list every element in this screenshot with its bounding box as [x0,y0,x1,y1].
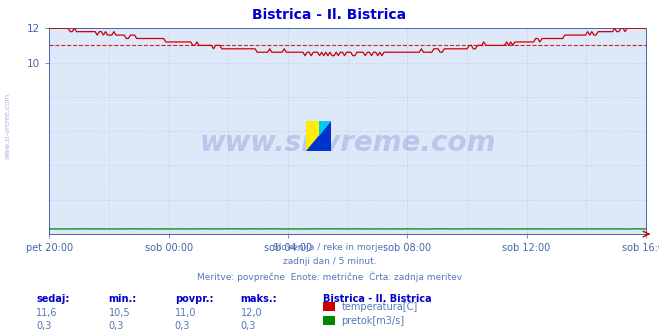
Text: maks.:: maks.: [241,294,277,304]
Text: min.:: min.: [109,294,137,304]
Text: 0,3: 0,3 [241,321,256,331]
Polygon shape [306,121,331,151]
Text: 10,5: 10,5 [109,308,130,318]
Text: 0,3: 0,3 [109,321,124,331]
Text: www.si-vreme.com: www.si-vreme.com [5,93,11,159]
Text: Meritve: povprečne  Enote: metrične  Črta: zadnja meritev: Meritve: povprečne Enote: metrične Črta:… [197,271,462,282]
Text: www.si-vreme.com: www.si-vreme.com [200,129,496,157]
Text: Bistrica - Il. Bistrica: Bistrica - Il. Bistrica [323,294,432,304]
Text: zadnji dan / 5 minut.: zadnji dan / 5 minut. [283,257,376,266]
Polygon shape [319,121,331,136]
Text: povpr.:: povpr.: [175,294,213,304]
Text: Slovenija / reke in morje.: Slovenija / reke in morje. [273,243,386,252]
Text: 0,3: 0,3 [36,321,51,331]
Text: Bistrica - Il. Bistrica: Bistrica - Il. Bistrica [252,8,407,22]
Text: 11,6: 11,6 [36,308,58,318]
Text: pretok[m3/s]: pretok[m3/s] [341,316,405,326]
Text: sedaj:: sedaj: [36,294,70,304]
Polygon shape [306,121,331,151]
Text: 11,0: 11,0 [175,308,196,318]
Text: 12,0: 12,0 [241,308,262,318]
Text: temperatura[C]: temperatura[C] [341,302,418,312]
Text: 0,3: 0,3 [175,321,190,331]
